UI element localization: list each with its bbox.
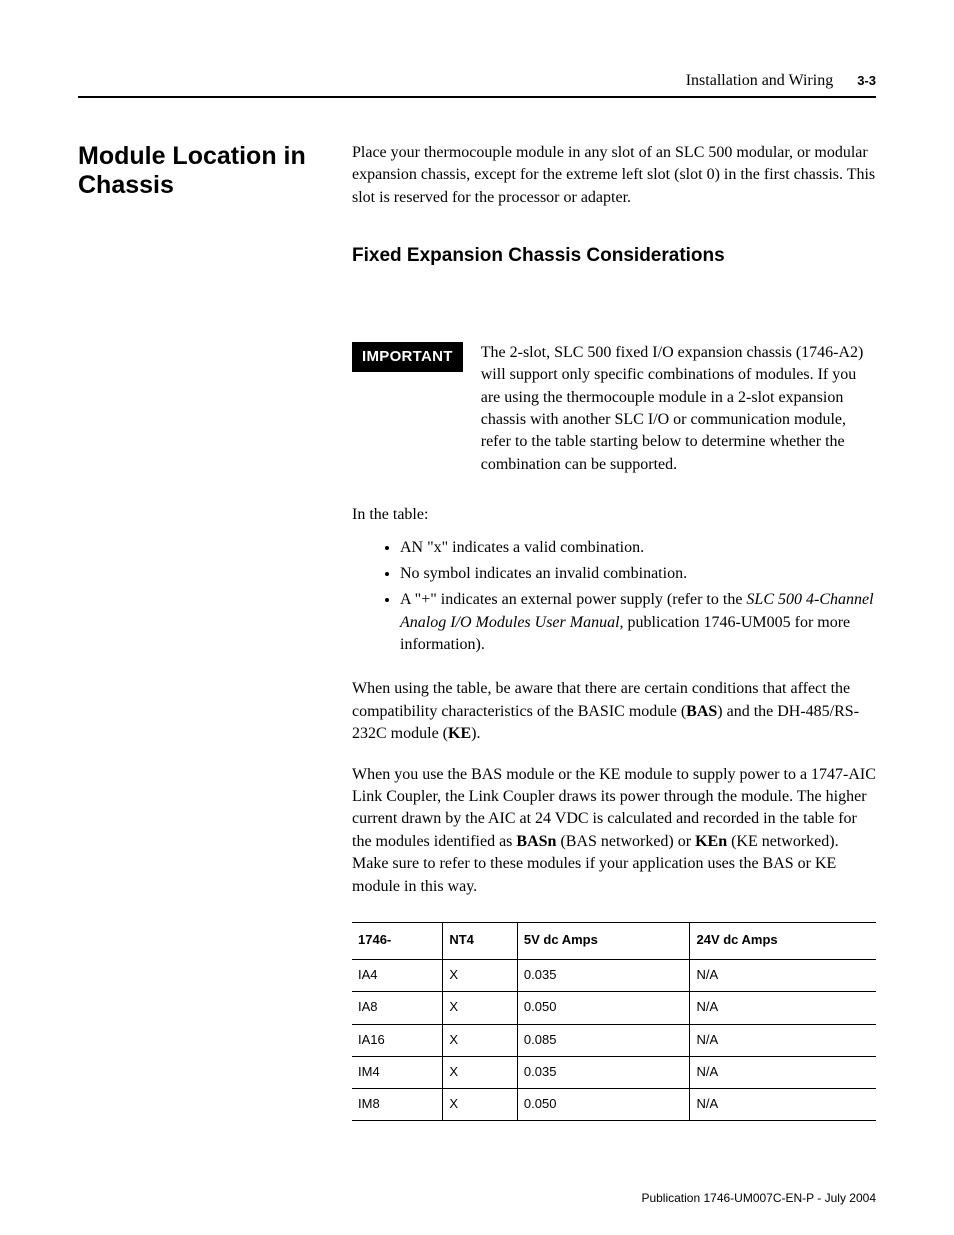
intro-paragraph: Place your thermocouple module in any sl… bbox=[352, 142, 876, 209]
body-column: Place your thermocouple module in any sl… bbox=[352, 142, 876, 1121]
header-rule bbox=[78, 96, 876, 98]
table-row: IM4 X 0.035 N/A bbox=[352, 1056, 876, 1088]
table-head: 1746- NT4 5V dc Amps 24V dc Amps bbox=[352, 922, 876, 959]
legend-list: AN "x" indicates a valid combination. No… bbox=[400, 537, 876, 657]
table-header-cell: 5V dc Amps bbox=[517, 922, 690, 959]
paragraph-text: ). bbox=[471, 725, 480, 742]
main-section: Module Location in Chassis Place your th… bbox=[78, 142, 876, 1121]
table-cell: X bbox=[443, 960, 518, 992]
table-cell: X bbox=[443, 1056, 518, 1088]
table-body: IA4 X 0.035 N/A IA8 X 0.050 N/A IA16 X bbox=[352, 960, 876, 1121]
ke-label: KE bbox=[448, 725, 471, 742]
table-header-row: 1746- NT4 5V dc Amps 24V dc Amps bbox=[352, 922, 876, 959]
table-cell: IM4 bbox=[352, 1056, 443, 1088]
list-item: AN "x" indicates a valid combination. bbox=[400, 537, 876, 559]
table-row: IM8 X 0.050 N/A bbox=[352, 1088, 876, 1120]
paragraph-text: (BAS networked) or bbox=[556, 833, 695, 850]
page: Installation and Wiring 3-3 Module Locat… bbox=[0, 0, 954, 1121]
header-page-number: 3-3 bbox=[857, 73, 876, 88]
sub-heading: Fixed Expansion Chassis Considerations bbox=[352, 243, 876, 270]
in-the-table-lead: In the table: bbox=[352, 504, 876, 526]
table-header-cell: 1746- bbox=[352, 922, 443, 959]
table-row: IA4 X 0.035 N/A bbox=[352, 960, 876, 992]
page-footer: Publication 1746-UM007C-EN-P - July 2004 bbox=[641, 1191, 876, 1205]
table-cell: 0.035 bbox=[517, 1056, 690, 1088]
list-item: A "+" indicates an external power supply… bbox=[400, 589, 876, 656]
table-row: IA8 X 0.050 N/A bbox=[352, 992, 876, 1024]
page-header: Installation and Wiring 3-3 bbox=[78, 72, 876, 90]
important-text: The 2-slot, SLC 500 fixed I/O expansion … bbox=[481, 342, 876, 476]
table-row: IA16 X 0.085 N/A bbox=[352, 1024, 876, 1056]
important-badge: IMPORTANT bbox=[352, 342, 463, 372]
table-cell: N/A bbox=[690, 1056, 876, 1088]
list-item: No symbol indicates an invalid combinati… bbox=[400, 563, 876, 585]
table-cell: X bbox=[443, 1088, 518, 1120]
list-item-text: A "+" indicates an external power supply… bbox=[400, 591, 746, 608]
table-cell: X bbox=[443, 992, 518, 1024]
table-cell: 0.085 bbox=[517, 1024, 690, 1056]
table-cell: IA8 bbox=[352, 992, 443, 1024]
table-cell: N/A bbox=[690, 1088, 876, 1120]
table-cell: IA16 bbox=[352, 1024, 443, 1056]
section-heading: Module Location in Chassis bbox=[78, 142, 338, 1121]
table-cell: IM8 bbox=[352, 1088, 443, 1120]
header-section-label: Installation and Wiring bbox=[686, 72, 833, 90]
table-cell: X bbox=[443, 1024, 518, 1056]
table-cell: IA4 bbox=[352, 960, 443, 992]
table-cell: N/A bbox=[690, 1024, 876, 1056]
table-cell: N/A bbox=[690, 992, 876, 1024]
power-paragraph: When you use the BAS module or the KE mo… bbox=[352, 764, 876, 898]
basn-label: BASn bbox=[516, 833, 556, 850]
important-callout: IMPORTANT The 2-slot, SLC 500 fixed I/O … bbox=[352, 342, 876, 476]
table-header-cell: NT4 bbox=[443, 922, 518, 959]
bas-label: BAS bbox=[686, 703, 717, 720]
ken-label: KEn bbox=[695, 833, 727, 850]
table-cell: 0.050 bbox=[517, 992, 690, 1024]
compat-paragraph: When using the table, be aware that ther… bbox=[352, 678, 876, 745]
compatibility-table: 1746- NT4 5V dc Amps 24V dc Amps IA4 X 0… bbox=[352, 922, 876, 1121]
table-header-cell: 24V dc Amps bbox=[690, 922, 876, 959]
table-cell: N/A bbox=[690, 960, 876, 992]
table-cell: 0.035 bbox=[517, 960, 690, 992]
table-cell: 0.050 bbox=[517, 1088, 690, 1120]
